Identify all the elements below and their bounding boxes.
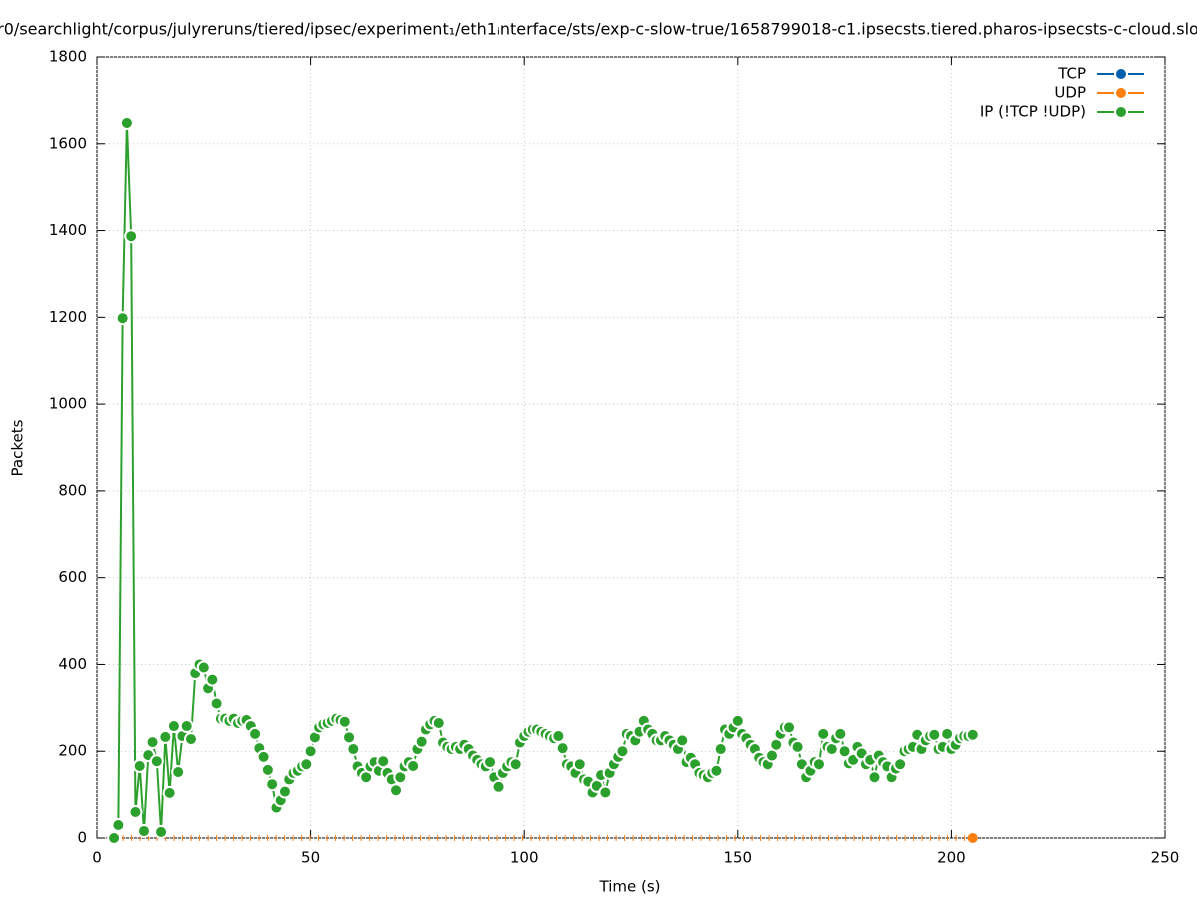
- data-point: [299, 757, 314, 772]
- data-point: [406, 758, 421, 773]
- y-tick-label: 1400: [49, 221, 87, 239]
- data-point: [124, 229, 139, 244]
- y-tick-label: 800: [58, 481, 87, 499]
- x-tick-label: 100: [510, 849, 539, 867]
- data-point: [346, 742, 361, 757]
- data-point: [205, 672, 220, 687]
- data-point: [132, 758, 147, 773]
- data-point: [149, 754, 164, 769]
- data-point: [967, 833, 978, 843]
- y-tick-label: 1000: [49, 395, 87, 413]
- data-point: [811, 757, 826, 772]
- data-point: [730, 713, 745, 728]
- data-point: [158, 729, 173, 744]
- data-point: [555, 741, 570, 756]
- y-tick-label: 1200: [49, 308, 87, 326]
- data-point: [790, 739, 805, 754]
- x-tick-label: 150: [723, 849, 752, 867]
- x-tick-label: 50: [301, 849, 320, 867]
- data-point: [431, 716, 446, 731]
- legend-marker: [1114, 86, 1128, 100]
- data-point: [389, 783, 404, 798]
- chart-title: r0/searchlight/corpus/julyreruns/tiered/…: [0, 20, 1197, 39]
- y-tick-label: 1800: [49, 48, 87, 66]
- data-point: [128, 804, 143, 819]
- data-point: [107, 831, 122, 845]
- data-point: [713, 742, 728, 757]
- x-tick-label: 0: [92, 849, 102, 867]
- legend-label: TCP: [1057, 65, 1086, 83]
- data-point: [598, 785, 613, 800]
- legend-marker: [1114, 67, 1128, 81]
- data-point: [145, 735, 160, 750]
- data-point: [179, 719, 194, 734]
- x-axis-label: Time (s): [599, 878, 661, 896]
- data-point: [166, 719, 181, 734]
- data-point: [833, 726, 848, 741]
- data-point: [927, 727, 942, 742]
- data-point: [414, 734, 429, 749]
- data-point: [303, 744, 318, 759]
- data-point: [551, 729, 566, 744]
- data-point: [136, 824, 151, 839]
- data-point: [965, 727, 980, 742]
- data-point: [183, 732, 198, 747]
- x-tick-label: 200: [937, 849, 966, 867]
- data-point: [171, 765, 186, 780]
- x-tick-label: 250: [1151, 849, 1180, 867]
- legend-marker: [1114, 105, 1128, 119]
- data-point: [111, 817, 126, 832]
- data-point: [615, 744, 630, 759]
- data-point: [940, 726, 955, 741]
- data-point: [483, 755, 498, 770]
- legend-label: IP (!TCP !UDP): [980, 103, 1086, 121]
- legend-label: UDP: [1054, 84, 1086, 102]
- data-point: [867, 770, 882, 785]
- data-point: [209, 696, 224, 711]
- data-point: [491, 779, 506, 794]
- data-point: [119, 115, 134, 130]
- data-point: [508, 757, 523, 772]
- y-tick-label: 400: [58, 655, 87, 673]
- y-tick-label: 600: [58, 568, 87, 586]
- data-point: [248, 726, 263, 741]
- data-point: [816, 726, 831, 741]
- data-point: [260, 762, 275, 777]
- data-point: [675, 733, 690, 748]
- data-point: [893, 757, 908, 772]
- data-point: [337, 714, 352, 729]
- data-point: [277, 784, 292, 799]
- y-tick-label: 200: [58, 742, 87, 760]
- data-point: [342, 730, 357, 745]
- data-point: [154, 824, 169, 839]
- y-axis-label: Packets: [9, 419, 27, 476]
- data-point: [265, 777, 280, 792]
- plot-frame: [96, 56, 1166, 839]
- data-point: [256, 749, 271, 764]
- data-point: [162, 785, 177, 800]
- data-point: [709, 763, 724, 778]
- data-point: [376, 754, 391, 769]
- data-point: [782, 720, 797, 735]
- data-point: [572, 757, 587, 772]
- data-point: [115, 311, 130, 326]
- data-point: [196, 660, 211, 675]
- data-point: [837, 744, 852, 759]
- y-tick-label: 1600: [49, 134, 87, 152]
- y-tick-label: 0: [77, 829, 87, 847]
